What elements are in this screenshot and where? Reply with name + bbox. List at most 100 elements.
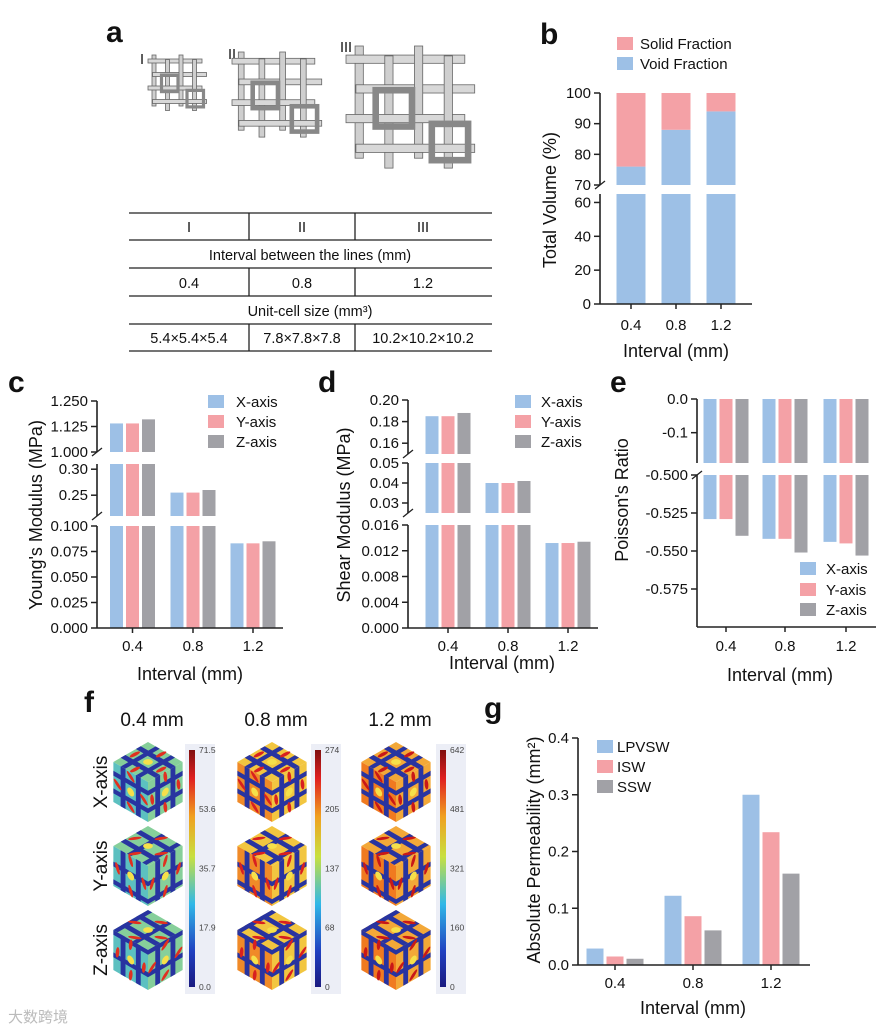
- bar-z-axis-0.8: [517, 481, 531, 513]
- bar-y-axis-0.4: [126, 464, 139, 516]
- legend-swatch: [617, 37, 633, 50]
- stress-cube: [361, 826, 431, 906]
- x-tick-label: 0.8: [666, 317, 687, 334]
- bar-z-axis-0.4: [457, 412, 471, 454]
- structure-label-II: II: [228, 47, 236, 63]
- y-tick-label: 0.100: [50, 518, 88, 535]
- bar-z-axis-0.8: [794, 475, 808, 553]
- bar-x-axis-0.4: [703, 399, 717, 463]
- x-tick-label: 0.4: [605, 975, 626, 992]
- bar-y-axis-0.8: [186, 492, 200, 516]
- bar-y-axis-0.8: [186, 526, 200, 628]
- bar-x-axis-0.8: [485, 483, 499, 513]
- y-tick-label: 0.000: [361, 620, 399, 637]
- y-tick-label: 40: [574, 228, 591, 245]
- axis-break-mark: [402, 508, 414, 518]
- bar-y-axis-0.4: [441, 463, 455, 513]
- y-tick-label: -0.1: [662, 425, 688, 442]
- bar-x-axis-1.2: [823, 475, 837, 542]
- chart-c: 0.4 0.8 1.2 0.000 0.025 0.050 0.075 0.100 0.25 0.…: [26, 393, 283, 684]
- x-tick-label: 0.4: [716, 638, 737, 655]
- stress-cube: [361, 742, 431, 822]
- column-title: 1.2 mm: [368, 710, 431, 731]
- legend-swatch: [617, 57, 633, 70]
- bar-x-axis-0.8: [762, 399, 776, 463]
- y-tick-label: 0.04: [370, 475, 399, 492]
- y-tick-label: 20: [574, 262, 591, 279]
- y-tick-label: 0.2: [548, 844, 569, 861]
- bar-x-axis-0.8: [170, 526, 184, 628]
- y-tick-label: 0.016: [361, 517, 399, 534]
- y-tick-label: 0.4: [548, 730, 569, 747]
- y-axis-title: Shear Modulus (MPa): [334, 427, 354, 602]
- legend-label: X-axis: [541, 394, 583, 411]
- y-tick-label: -0.550: [645, 543, 688, 560]
- column-title: 0.4 mm: [120, 710, 183, 731]
- x-axis-title: Interval (mm): [623, 341, 729, 361]
- bar-z-axis-0.4: [142, 526, 155, 628]
- colorbar-tick-label: 0.0: [199, 982, 211, 992]
- colorbar: [440, 750, 446, 987]
- stress-cube: [237, 826, 307, 906]
- bar-x-axis-0.8: [485, 525, 499, 628]
- legend-label: SSW: [617, 779, 652, 796]
- y-tick-label: 0.004: [361, 594, 399, 611]
- x-axis-title: Interval (mm): [137, 664, 243, 684]
- y-tick-label: 0.0: [548, 957, 569, 974]
- table-header-cell: I: [187, 220, 191, 236]
- x-tick-label: 0.8: [683, 975, 704, 992]
- bar-ssw-0.4: [626, 958, 644, 965]
- colorbar-tick-label: 35.7: [199, 863, 216, 873]
- axis-break-mark: [402, 449, 414, 459]
- legend-swatch: [515, 395, 531, 408]
- bar-ssw-0.8: [704, 930, 722, 965]
- y-tick-label: 0.1: [548, 900, 569, 917]
- x-tick-label: 0.4: [122, 638, 143, 655]
- legend-swatch: [800, 562, 816, 575]
- y-tick-label: 70: [574, 177, 591, 194]
- bar-x-axis-0.8: [170, 492, 184, 516]
- y-tick-label: -0.525: [645, 505, 688, 522]
- table-cell: 0.8: [292, 276, 312, 292]
- lattice-structure-III: [345, 45, 476, 169]
- bar-y-axis-0.8: [778, 399, 792, 463]
- table-interval-title: Interval between the lines (mm): [209, 248, 411, 264]
- bar-z-axis-0.4: [142, 464, 155, 516]
- panel-label-f: f: [84, 686, 95, 719]
- bar-y-axis-0.8: [501, 525, 515, 628]
- x-axis-title: Interval (mm): [727, 665, 833, 685]
- bar-y-axis-0.4: [719, 475, 733, 520]
- x-tick-label: 0.4: [438, 638, 459, 655]
- colorbar-tick-label: 53.6: [199, 804, 216, 814]
- legend-label: Y-axis: [236, 414, 276, 431]
- y-tick-label: 0.16: [370, 435, 399, 452]
- bar-solid-fraction-1.2: [706, 93, 736, 112]
- bar-x-axis-0.4: [425, 463, 439, 513]
- legend-swatch: [597, 760, 613, 773]
- y-tick-label: 0.050: [50, 569, 88, 586]
- panel-label-c: c: [8, 366, 25, 399]
- bar-z-axis-0.4: [735, 475, 749, 536]
- y-tick-label: 1.000: [50, 444, 88, 461]
- stress-distribution-panel: 0.4 mm 71.5 53.6 35.7 17.9 0.0 0.8 mm 274 205 137…: [91, 710, 466, 994]
- y-tick-label: 0.20: [370, 392, 399, 409]
- watermark: 大数跨境: [8, 1008, 68, 1026]
- legend-label: ISW: [617, 759, 646, 776]
- table-cell: 10.2×10.2×10.2: [372, 331, 474, 347]
- y-tick-label: 0.008: [361, 569, 399, 586]
- y-tick-label: 0.000: [50, 620, 88, 637]
- bar-void-fraction-0.4: [616, 194, 646, 304]
- y-tick-label: 60: [574, 194, 591, 211]
- bar-x-axis-0.4: [703, 475, 717, 520]
- bar-ssw-1.2: [782, 873, 800, 965]
- bar-x-axis-0.4: [425, 416, 439, 454]
- x-tick-label: 1.2: [243, 638, 264, 655]
- colorbar-tick-label: 71.5: [199, 745, 216, 755]
- bar-z-axis-1.2: [262, 541, 276, 628]
- legend-label: Y-axis: [541, 414, 581, 431]
- y-tick-label: 0: [583, 296, 591, 313]
- bar-void-fraction-1.2: [706, 194, 736, 304]
- legend-label: X-axis: [236, 394, 278, 411]
